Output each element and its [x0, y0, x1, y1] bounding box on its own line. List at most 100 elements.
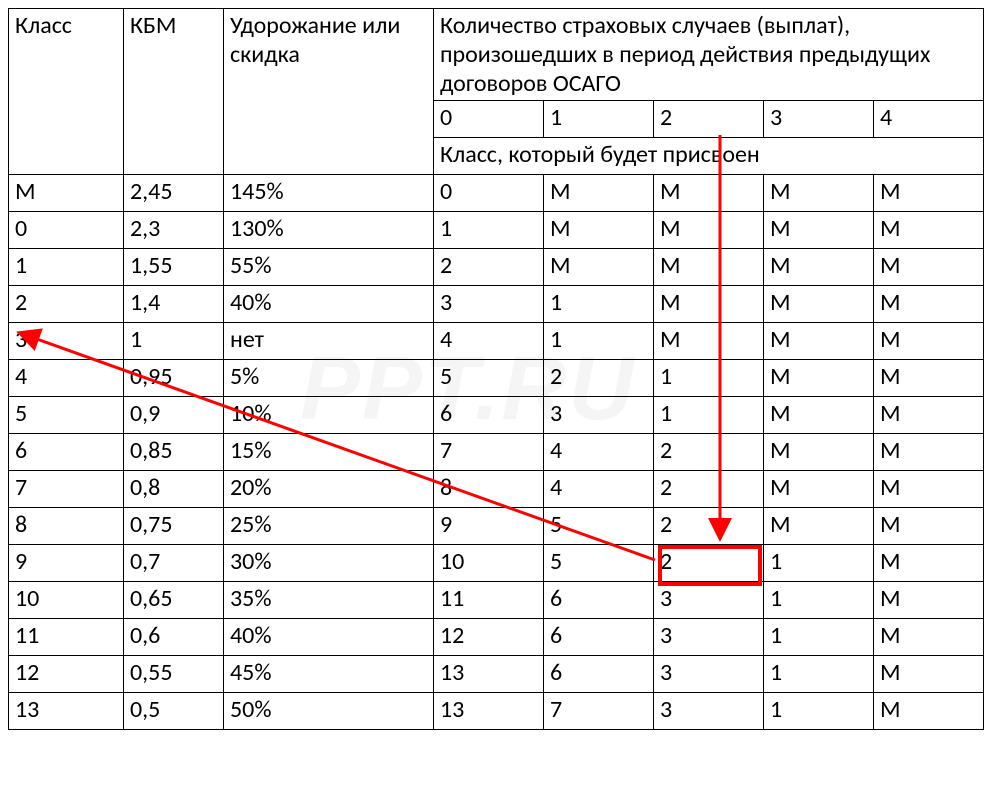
table-cell: 0,9 — [124, 397, 224, 434]
table-cell: М — [874, 323, 984, 360]
table-row: 50,910%631ММ — [9, 397, 984, 434]
table-cell: 1,55 — [124, 249, 224, 286]
table-cell: М — [764, 249, 874, 286]
table-cell: 5 — [9, 397, 124, 434]
table-cell: 8 — [9, 508, 124, 545]
table-cell: 13 — [434, 693, 544, 730]
table-row: 02,3130%1ММММ — [9, 212, 984, 249]
table-cell: 3 — [654, 582, 764, 619]
table-cell: 3 — [654, 656, 764, 693]
table-cell: 3 — [434, 286, 544, 323]
table-cell: 25% — [224, 508, 434, 545]
table-cell: 0,55 — [124, 656, 224, 693]
table-cell: 1 — [9, 249, 124, 286]
table-cell: 2 — [654, 434, 764, 471]
table-cell: 7 — [434, 434, 544, 471]
table-cell: М — [874, 397, 984, 434]
table-cell: М — [874, 545, 984, 582]
table-cell: 2 — [544, 360, 654, 397]
table-cell: М — [654, 286, 764, 323]
sub-label-assigned: Класс, который будет присвоен — [434, 138, 984, 175]
table-cell: 12 — [434, 619, 544, 656]
table-cell: М — [764, 508, 874, 545]
table-cell: 145% — [224, 175, 434, 212]
table-cell: М — [874, 360, 984, 397]
table-cell: 2 — [654, 545, 764, 582]
table-cell: М — [874, 434, 984, 471]
table-row: 120,5545%13631М — [9, 656, 984, 693]
table-cell: М — [764, 360, 874, 397]
table-cell: 13 — [434, 656, 544, 693]
table-cell: 50% — [224, 693, 434, 730]
table-cell: 0,65 — [124, 582, 224, 619]
table-cell: 55% — [224, 249, 434, 286]
table-row: 110,640%12631М — [9, 619, 984, 656]
table-cell: 10% — [224, 397, 434, 434]
table-cell: 4 — [544, 434, 654, 471]
table-cell: М — [544, 175, 654, 212]
sub-num-3: 3 — [764, 101, 874, 138]
table-cell: М — [874, 582, 984, 619]
table-cell: 45% — [224, 656, 434, 693]
table-row: 100,6535%11631М — [9, 582, 984, 619]
table-cell: 2,45 — [124, 175, 224, 212]
table-row: 90,730%10521М — [9, 545, 984, 582]
table-cell: 11 — [434, 582, 544, 619]
table-cell: М — [654, 249, 764, 286]
table-cell: 15% — [224, 434, 434, 471]
table-cell: 5 — [544, 545, 654, 582]
sub-num-4: 4 — [874, 101, 984, 138]
table-cell: 0 — [434, 175, 544, 212]
table-cell: 5 — [544, 508, 654, 545]
table-cell: 0,85 — [124, 434, 224, 471]
table-row: 31нет41МММ — [9, 323, 984, 360]
header-row-1: Класс КБМ Удорожание или скидка Количест… — [9, 9, 984, 101]
table-cell: М — [874, 656, 984, 693]
table-row: 60,8515%742ММ — [9, 434, 984, 471]
table-cell: М — [764, 434, 874, 471]
col-header-discount: Удорожание или скидка — [224, 9, 434, 175]
table-cell: 1 — [434, 212, 544, 249]
table-cell: 3 — [9, 323, 124, 360]
table-cell: 3 — [654, 619, 764, 656]
table-cell: 0 — [9, 212, 124, 249]
table-cell: 1 — [544, 286, 654, 323]
table-cell: 30% — [224, 545, 434, 582]
table-row: 40,955%521ММ — [9, 360, 984, 397]
table-cell: 3 — [654, 693, 764, 730]
table-cell: М — [764, 212, 874, 249]
table-cell: М — [654, 323, 764, 360]
table-cell: 3 — [544, 397, 654, 434]
table-cell: 1 — [124, 323, 224, 360]
table-cell: 10 — [434, 545, 544, 582]
table-cell: 130% — [224, 212, 434, 249]
table-cell: 6 — [434, 397, 544, 434]
table-cell: 5 — [434, 360, 544, 397]
table-cell: 0,75 — [124, 508, 224, 545]
table-cell: М — [654, 212, 764, 249]
table-cell: 4 — [434, 323, 544, 360]
table-cell: 13 — [9, 693, 124, 730]
table-cell: 0,7 — [124, 545, 224, 582]
table-cell: 6 — [544, 619, 654, 656]
table-cell: 4 — [544, 471, 654, 508]
kbm-table: Класс КБМ Удорожание или скидка Количест… — [8, 8, 984, 730]
table-cell: 11 — [9, 619, 124, 656]
table-cell: М — [764, 471, 874, 508]
table-cell: 2 — [654, 471, 764, 508]
table-cell: 10 — [9, 582, 124, 619]
table-cell: М — [874, 471, 984, 508]
table-cell: 12 — [9, 656, 124, 693]
table-row: 70,820%842ММ — [9, 471, 984, 508]
table-cell: 4 — [9, 360, 124, 397]
table-cell: 9 — [434, 508, 544, 545]
table-cell: 6 — [9, 434, 124, 471]
table-cell: 2 — [654, 508, 764, 545]
col-header-claims: Количество страховых случаев (выплат), п… — [434, 9, 984, 101]
table-cell: М — [874, 175, 984, 212]
table-cell: 5% — [224, 360, 434, 397]
table-cell: М — [874, 508, 984, 545]
table-cell: 7 — [9, 471, 124, 508]
table-cell: М — [874, 619, 984, 656]
table-cell: М — [544, 212, 654, 249]
